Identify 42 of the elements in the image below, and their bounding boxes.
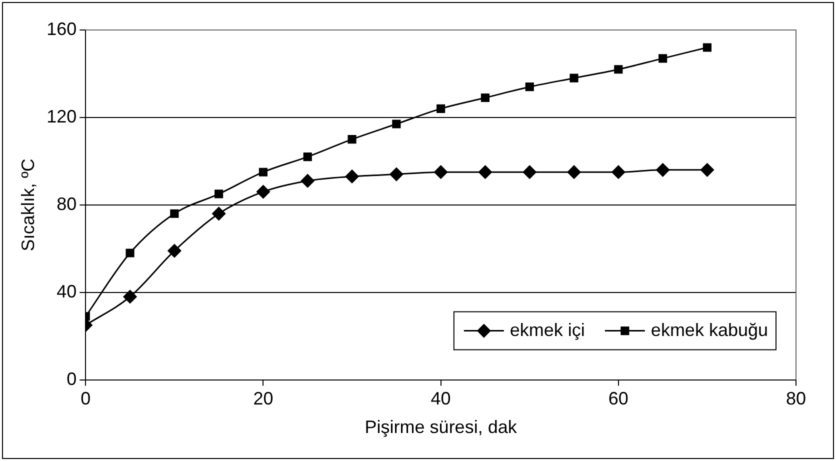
point	[168, 244, 182, 258]
point	[300, 174, 314, 188]
point	[123, 290, 137, 304]
point	[212, 206, 226, 220]
y-tick-label: 120	[46, 106, 77, 126]
x-tick-label: 60	[608, 388, 628, 409]
point	[478, 165, 492, 179]
point	[256, 185, 270, 199]
y-tick-label: 160	[46, 18, 77, 39]
y-tick-label: 80	[56, 194, 77, 214]
x-tick-label: 80	[786, 388, 806, 409]
point	[614, 65, 623, 74]
point	[522, 165, 536, 179]
point	[348, 135, 356, 144]
point	[700, 163, 714, 177]
point	[525, 82, 534, 92]
point	[170, 209, 179, 218]
point	[436, 104, 446, 113]
legend-label: ekmek kabuğu	[650, 320, 768, 340]
point	[480, 93, 490, 102]
x-tick-label: 40	[430, 388, 451, 409]
point	[126, 248, 134, 258]
point	[702, 43, 712, 52]
point	[656, 163, 670, 177]
point	[567, 165, 581, 179]
point	[612, 165, 626, 179]
y-tick-label: 0	[66, 368, 77, 389]
y-axis-title: Sıcaklık, ºC	[18, 158, 38, 252]
x-tick-label: 20	[253, 388, 274, 409]
point	[570, 74, 578, 82]
point	[434, 165, 448, 179]
legend-label: ekmek içi	[510, 320, 585, 340]
y-tick-label: 40	[56, 281, 77, 302]
x-axis-title: Pişirme süresi, dak	[364, 417, 518, 438]
x-tick-label: 0	[80, 388, 91, 409]
point	[390, 168, 404, 182]
point	[303, 152, 312, 162]
point	[345, 170, 359, 184]
point	[392, 120, 401, 128]
point	[658, 54, 668, 63]
point	[258, 168, 268, 176]
point	[214, 190, 224, 198]
